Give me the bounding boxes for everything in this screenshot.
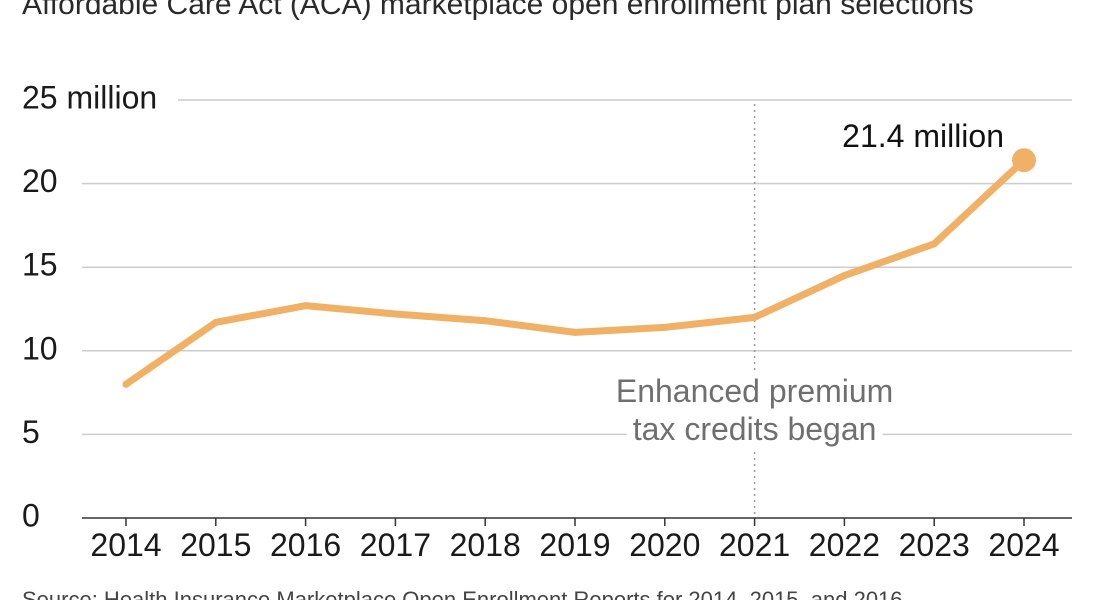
data-point: [571, 328, 579, 336]
data-point: [661, 323, 669, 331]
chart-title: Affordable Care Act (ACA) marketplace op…: [22, 0, 974, 21]
x-tick-label: 2022: [809, 527, 880, 563]
data-point: [302, 302, 310, 310]
y-tick-label: 15: [22, 247, 58, 283]
annotation-text-bg: [609, 371, 900, 411]
x-tick-label: 2015: [180, 527, 251, 563]
data-point: [212, 318, 220, 326]
y-tick-label: 25 million: [22, 79, 157, 115]
y-tick-label: 0: [22, 497, 40, 533]
series: 21.4 million: [122, 118, 1036, 388]
data-point: [751, 313, 759, 321]
y-axis-tick-labels: 0 5 10 15 20 25 million: [22, 79, 157, 533]
x-tick-label: 2020: [629, 527, 700, 563]
data-point: [930, 240, 938, 248]
y-tick-label: 10: [22, 330, 58, 366]
data-point: [122, 380, 130, 388]
x-tick-label: 2016: [270, 527, 341, 563]
x-tick-label: 2021: [719, 527, 790, 563]
x-tick-label: 2024: [988, 527, 1059, 563]
data-point: [391, 310, 399, 318]
annotation-text: tax credits began: [633, 411, 877, 447]
x-tick-label: 2023: [899, 527, 970, 563]
source-note: Source: Health Insurance Marketplace Ope…: [22, 587, 903, 600]
y-tick-label: 20: [22, 163, 58, 199]
annotation-text: Enhanced premium: [616, 373, 893, 409]
x-tick-label: 2019: [539, 527, 610, 563]
last-point-label: 21.4 million: [842, 118, 1004, 154]
x-tick-label: 2018: [450, 527, 521, 563]
x-tick-label: 2014: [90, 527, 161, 563]
y-tick-label: 5: [22, 414, 40, 450]
last-data-point: [1012, 148, 1036, 173]
data-point: [840, 272, 848, 280]
x-tick-label: 2017: [360, 527, 431, 563]
x-axis: 2014 2015 2016 2017 2018 2019 2020 2021 2022 2023…: [82, 517, 1072, 563]
annotation-text-bg: [626, 409, 883, 449]
gridlines: [82, 99, 1072, 436]
data-point: [481, 317, 489, 325]
